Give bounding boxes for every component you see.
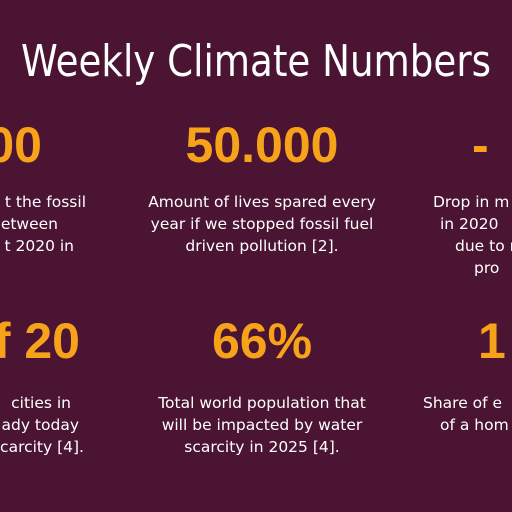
stat-description: Share of e xyxy=(423,394,502,412)
stat-description: in 2020 xyxy=(440,215,499,233)
stat-figure: 66% xyxy=(212,313,312,369)
stat-figure: f 20 xyxy=(0,313,80,369)
stat-description: scarcity in 2025 [4]. xyxy=(184,438,339,456)
stat-figure: 00 xyxy=(0,117,42,173)
stat-description: etween xyxy=(1,215,58,233)
stat-description: due to m xyxy=(455,237,512,255)
stat-description: pro xyxy=(474,259,499,277)
stat-description: year if we stopped fossil fuel xyxy=(151,215,374,233)
stat-description: Amount of lives spared every xyxy=(148,193,376,211)
stat-description: carcity [4]. xyxy=(0,438,84,456)
stat-description: t 2020 in xyxy=(4,237,74,255)
stat-description: of a hom xyxy=(440,416,509,434)
stat-figure: 1 xyxy=(478,313,506,369)
stat-description: driven pollution [2]. xyxy=(185,237,338,255)
stat-description: cities in xyxy=(11,394,71,412)
stat-figure: - xyxy=(472,117,489,173)
stat-description: will be impacted by water xyxy=(162,416,363,434)
title: Weekly Climate Numbers xyxy=(21,36,491,87)
stat-description: Total world population that xyxy=(157,394,366,412)
stat-description: t the fossil xyxy=(5,193,86,211)
stat-description: ady today xyxy=(1,416,79,434)
stat-description: Drop in m xyxy=(433,193,509,211)
stat-figure: 50.000 xyxy=(186,117,339,173)
